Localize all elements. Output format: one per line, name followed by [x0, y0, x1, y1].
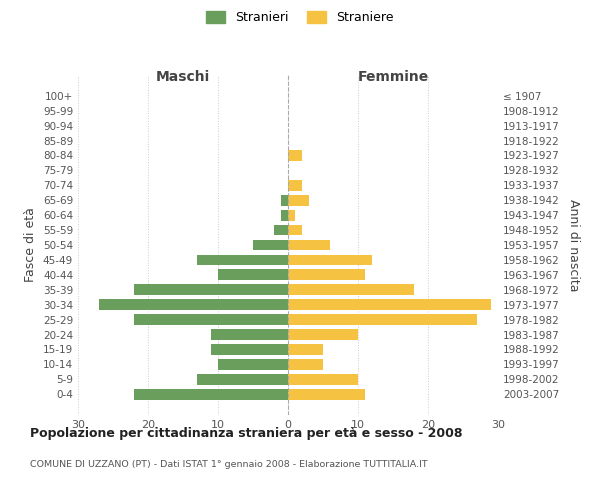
- Bar: [288, 270, 365, 280]
- Bar: [134, 314, 288, 325]
- Text: Femmine: Femmine: [358, 70, 428, 84]
- Bar: [197, 254, 288, 266]
- Bar: [288, 329, 358, 340]
- Bar: [211, 344, 288, 355]
- Bar: [288, 180, 302, 190]
- Y-axis label: Anni di nascita: Anni di nascita: [566, 198, 580, 291]
- Bar: [218, 359, 288, 370]
- Bar: [281, 210, 288, 220]
- Bar: [211, 329, 288, 340]
- Bar: [288, 374, 358, 384]
- Y-axis label: Fasce di età: Fasce di età: [25, 208, 37, 282]
- Text: Popolazione per cittadinanza straniera per età e sesso - 2008: Popolazione per cittadinanza straniera p…: [30, 428, 463, 440]
- Bar: [281, 195, 288, 205]
- Bar: [288, 224, 302, 235]
- Bar: [288, 314, 477, 325]
- Bar: [288, 284, 414, 295]
- Bar: [253, 240, 288, 250]
- Bar: [134, 389, 288, 400]
- Bar: [197, 374, 288, 384]
- Bar: [288, 210, 295, 220]
- Bar: [288, 344, 323, 355]
- Bar: [288, 359, 323, 370]
- Bar: [134, 284, 288, 295]
- Bar: [274, 224, 288, 235]
- Bar: [288, 240, 330, 250]
- Bar: [288, 389, 365, 400]
- Text: Maschi: Maschi: [156, 70, 210, 84]
- Legend: Stranieri, Straniere: Stranieri, Straniere: [202, 6, 398, 29]
- Bar: [218, 270, 288, 280]
- Bar: [288, 254, 372, 266]
- Bar: [288, 195, 309, 205]
- Bar: [288, 150, 302, 161]
- Bar: [99, 300, 288, 310]
- Bar: [288, 300, 491, 310]
- Text: COMUNE DI UZZANO (PT) - Dati ISTAT 1° gennaio 2008 - Elaborazione TUTTITALIA.IT: COMUNE DI UZZANO (PT) - Dati ISTAT 1° ge…: [30, 460, 428, 469]
